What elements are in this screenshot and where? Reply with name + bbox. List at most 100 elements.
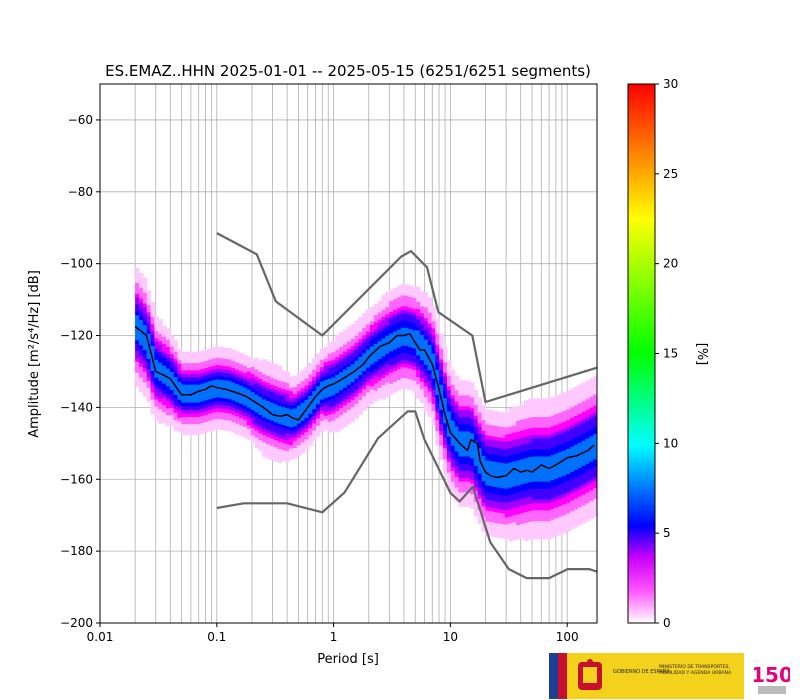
pdf-cell (566, 509, 571, 514)
pdf-cell (396, 289, 402, 294)
pdf-cell (350, 403, 356, 408)
pdf-cell (362, 381, 367, 386)
pdf-cell (466, 495, 471, 500)
pdf-cell (242, 433, 248, 438)
pdf-cell (535, 430, 540, 435)
pdf-cell (531, 405, 537, 410)
pdf-cell (242, 358, 248, 363)
pdf-cell (462, 488, 467, 493)
pdf-cell (377, 369, 383, 374)
pdf-cell (450, 427, 456, 432)
pdf-cell (423, 306, 429, 311)
pdf-cell (281, 435, 286, 440)
pdf-cell (539, 499, 544, 504)
pdf-cell (473, 472, 479, 477)
pdf-cell (554, 406, 560, 411)
pdf-cell (331, 373, 336, 378)
pdf-cell (196, 416, 202, 421)
pdf-cell (562, 439, 567, 444)
pdf-cell (477, 433, 483, 438)
pdf-cell (593, 491, 597, 496)
pdf-cell (585, 466, 590, 472)
pdf-cell (423, 396, 429, 401)
pdf-cell (527, 420, 533, 425)
pdf-cell (316, 382, 321, 387)
pdf-cell (550, 526, 556, 531)
pdf-cell (546, 527, 552, 532)
pdf-cell (285, 375, 290, 380)
pdf-cell (266, 396, 271, 401)
pdf-cell (504, 524, 510, 529)
pdf-cell (523, 454, 529, 459)
pdf-cell (269, 402, 275, 407)
pdf-cell (535, 470, 540, 475)
pdf-cell (154, 416, 159, 422)
pdf-cell (458, 405, 463, 410)
pdf-cell (439, 430, 444, 435)
pdf-cell (500, 509, 506, 514)
pdf-cell (381, 330, 386, 335)
pdf-cell (543, 434, 548, 439)
pdf-cell (146, 293, 152, 298)
pdf-cell (435, 326, 440, 331)
pdf-cell (266, 414, 271, 419)
pdf-cell (535, 495, 540, 500)
pdf-cell (300, 398, 306, 403)
pdf-cell (577, 485, 583, 490)
pdf-cell (254, 386, 259, 391)
pdf-cell (158, 333, 163, 338)
pdf-cell (169, 335, 175, 340)
pdf-cell (477, 404, 483, 409)
pdf-cell (285, 407, 290, 412)
pdf-cell (469, 472, 475, 477)
pdf-cell (443, 365, 448, 370)
pdf-cell (227, 365, 232, 371)
pdf-cell (554, 485, 560, 490)
pdf-cell (481, 473, 486, 478)
pdf-cell (296, 383, 302, 388)
pdf-cell (350, 381, 356, 386)
pdf-cell (431, 356, 436, 361)
pdf-cell (135, 303, 140, 309)
pdf-cell (331, 344, 336, 349)
pdf-cell (173, 408, 179, 413)
pdf-cell (292, 429, 298, 434)
pdf-cell (373, 303, 379, 308)
pdf-cell (373, 375, 379, 380)
pdf-cell (485, 463, 490, 468)
pdf-cell (481, 458, 486, 464)
pdf-cell (431, 360, 436, 365)
pdf-cell (208, 398, 213, 403)
pdf-cell (215, 357, 221, 362)
pdf-cell (235, 379, 240, 385)
pdf-cell (593, 487, 597, 492)
pdf-cell (235, 361, 240, 367)
pdf-cell (139, 337, 144, 342)
pdf-cell (277, 441, 283, 446)
pdf-cell (385, 331, 390, 336)
pdf-cell (235, 430, 240, 435)
pdf-cell (154, 395, 159, 400)
pdf-cell (158, 405, 163, 410)
pdf-cell (150, 384, 156, 389)
pdf-cell (165, 331, 171, 337)
pdf-cell (412, 315, 417, 320)
pdf-cell (158, 419, 163, 424)
pdf-cell (154, 337, 159, 342)
noise-model-lines (134, 232, 597, 580)
pdf-cell (573, 444, 579, 449)
pdf-cell (377, 308, 383, 313)
pdf-cell (242, 379, 248, 384)
pdf-cell (373, 389, 379, 395)
pdf-cell (508, 505, 513, 510)
pdf-cell (527, 435, 533, 440)
pdf-cell (227, 362, 232, 367)
pdf-cell (585, 506, 590, 511)
pdf-cell (531, 524, 537, 529)
pdf-cell (523, 511, 529, 516)
pdf-cell (520, 440, 525, 445)
pdf-cell (435, 340, 440, 345)
pdf-cell (416, 290, 421, 295)
pdf-cell (454, 476, 460, 481)
pdf-cell (227, 401, 232, 407)
